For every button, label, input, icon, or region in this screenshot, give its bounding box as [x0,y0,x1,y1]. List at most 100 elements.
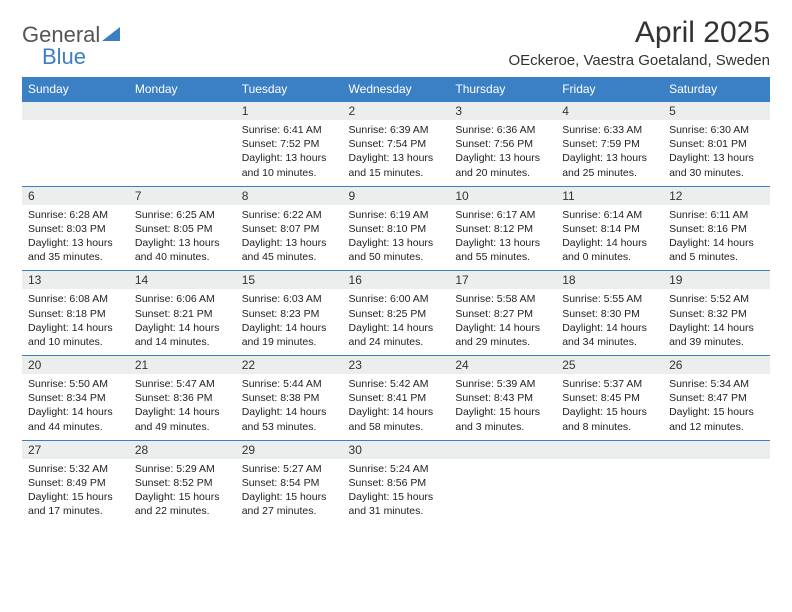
daylight-text-2: and 50 minutes. [349,250,444,264]
day-cell: Sunrise: 5:50 AMSunset: 8:34 PMDaylight:… [22,374,129,440]
content-row: Sunrise: 5:32 AMSunset: 8:49 PMDaylight:… [22,459,770,525]
sunset-text: Sunset: 8:14 PM [562,222,657,236]
day-number: 14 [129,271,236,290]
sunrise-text: Sunrise: 6:00 AM [349,292,444,306]
day-cell: Sunrise: 6:19 AMSunset: 8:10 PMDaylight:… [343,205,450,271]
day-cell: Sunrise: 5:24 AMSunset: 8:56 PMDaylight:… [343,459,450,525]
sunset-text: Sunset: 8:34 PM [28,391,123,405]
day-number: 6 [22,186,129,205]
content-row: Sunrise: 6:28 AMSunset: 8:03 PMDaylight:… [22,205,770,271]
day-number: 5 [663,102,770,121]
daylight-text-2: and 30 minutes. [669,166,764,180]
sunset-text: Sunset: 8:38 PM [242,391,337,405]
day-number: 24 [449,356,556,375]
daylight-text-1: Daylight: 14 hours [135,405,230,419]
sunset-text: Sunset: 8:01 PM [669,137,764,151]
daylight-text-2: and 55 minutes. [455,250,550,264]
daylight-text-2: and 3 minutes. [455,420,550,434]
day-cell [22,120,129,186]
daylight-text-2: and 25 minutes. [562,166,657,180]
day-cell: Sunrise: 6:28 AMSunset: 8:03 PMDaylight:… [22,205,129,271]
sunrise-text: Sunrise: 5:52 AM [669,292,764,306]
daylight-text-1: Daylight: 13 hours [349,151,444,165]
daylight-text-1: Daylight: 14 hours [28,405,123,419]
daylight-text-1: Daylight: 14 hours [669,236,764,250]
sunset-text: Sunset: 7:54 PM [349,137,444,151]
sunset-text: Sunset: 8:16 PM [669,222,764,236]
day-cell: Sunrise: 6:08 AMSunset: 8:18 PMDaylight:… [22,289,129,355]
content-row: Sunrise: 5:50 AMSunset: 8:34 PMDaylight:… [22,374,770,440]
content-row: Sunrise: 6:08 AMSunset: 8:18 PMDaylight:… [22,289,770,355]
daylight-text-1: Daylight: 14 hours [669,321,764,335]
header: General April 2025 OEckeroe, Vaestra Goe… [22,16,770,69]
daylight-text-2: and 34 minutes. [562,335,657,349]
sunset-text: Sunset: 8:30 PM [562,307,657,321]
sunset-text: Sunset: 8:23 PM [242,307,337,321]
day-number: 18 [556,271,663,290]
calendar-table: Sunday Monday Tuesday Wednesday Thursday… [22,77,770,525]
col-sunday: Sunday [22,77,129,102]
daylight-text-2: and 58 minutes. [349,420,444,434]
sunrise-text: Sunrise: 5:32 AM [28,462,123,476]
day-number: 3 [449,102,556,121]
day-cell: Sunrise: 5:32 AMSunset: 8:49 PMDaylight:… [22,459,129,525]
sunset-text: Sunset: 8:12 PM [455,222,550,236]
sunrise-text: Sunrise: 5:44 AM [242,377,337,391]
daylight-text-1: Daylight: 15 hours [562,405,657,419]
day-cell: Sunrise: 5:42 AMSunset: 8:41 PMDaylight:… [343,374,450,440]
day-cell [663,459,770,525]
day-cell: Sunrise: 6:25 AMSunset: 8:05 PMDaylight:… [129,205,236,271]
sunset-text: Sunset: 8:25 PM [349,307,444,321]
day-number [22,102,129,121]
day-cell: Sunrise: 5:37 AMSunset: 8:45 PMDaylight:… [556,374,663,440]
day-cell: Sunrise: 6:41 AMSunset: 7:52 PMDaylight:… [236,120,343,186]
daylight-text-2: and 40 minutes. [135,250,230,264]
daylight-text-2: and 39 minutes. [669,335,764,349]
content-row: Sunrise: 6:41 AMSunset: 7:52 PMDaylight:… [22,120,770,186]
month-title: April 2025 [508,16,770,50]
daylight-text-1: Daylight: 14 hours [242,405,337,419]
daylight-text-1: Daylight: 13 hours [242,236,337,250]
daylight-text-2: and 27 minutes. [242,504,337,518]
daylight-text-1: Daylight: 13 hours [135,236,230,250]
sunrise-text: Sunrise: 6:28 AM [28,208,123,222]
daylight-text-2: and 5 minutes. [669,250,764,264]
daylight-text-1: Daylight: 13 hours [562,151,657,165]
daylight-text-1: Daylight: 13 hours [349,236,444,250]
day-cell: Sunrise: 6:06 AMSunset: 8:21 PMDaylight:… [129,289,236,355]
day-cell: Sunrise: 6:17 AMSunset: 8:12 PMDaylight:… [449,205,556,271]
sunset-text: Sunset: 8:07 PM [242,222,337,236]
daylight-text-1: Daylight: 13 hours [455,151,550,165]
day-number: 27 [22,440,129,459]
day-number: 1 [236,102,343,121]
daylight-text-1: Daylight: 15 hours [28,490,123,504]
sunrise-text: Sunrise: 6:22 AM [242,208,337,222]
sunrise-text: Sunrise: 6:03 AM [242,292,337,306]
day-cell: Sunrise: 6:39 AMSunset: 7:54 PMDaylight:… [343,120,450,186]
sunset-text: Sunset: 8:49 PM [28,476,123,490]
day-number [663,440,770,459]
daynum-row: 20212223242526 [22,356,770,375]
daylight-text-1: Daylight: 14 hours [562,321,657,335]
sunrise-text: Sunrise: 5:39 AM [455,377,550,391]
daylight-text-1: Daylight: 13 hours [28,236,123,250]
day-number: 17 [449,271,556,290]
day-number: 29 [236,440,343,459]
daylight-text-2: and 12 minutes. [669,420,764,434]
col-thursday: Thursday [449,77,556,102]
day-cell: Sunrise: 5:47 AMSunset: 8:36 PMDaylight:… [129,374,236,440]
sunrise-text: Sunrise: 5:27 AM [242,462,337,476]
col-wednesday: Wednesday [343,77,450,102]
daylight-text-1: Daylight: 13 hours [242,151,337,165]
day-cell: Sunrise: 5:52 AMSunset: 8:32 PMDaylight:… [663,289,770,355]
day-number: 9 [343,186,450,205]
sunrise-text: Sunrise: 6:30 AM [669,123,764,137]
sunrise-text: Sunrise: 6:14 AM [562,208,657,222]
day-number: 19 [663,271,770,290]
daylight-text-2: and 35 minutes. [28,250,123,264]
daylight-text-2: and 53 minutes. [242,420,337,434]
day-number: 10 [449,186,556,205]
sunrise-text: Sunrise: 5:24 AM [349,462,444,476]
sunrise-text: Sunrise: 5:29 AM [135,462,230,476]
daynum-row: 27282930 [22,440,770,459]
